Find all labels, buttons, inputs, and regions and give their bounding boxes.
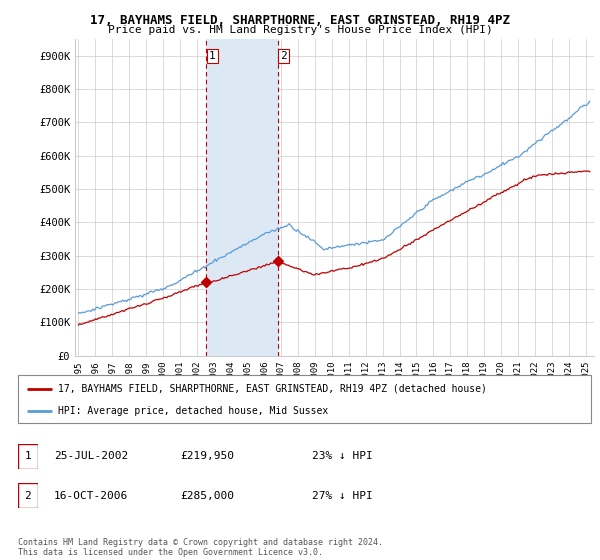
FancyBboxPatch shape [18, 444, 38, 469]
FancyBboxPatch shape [18, 375, 591, 423]
Text: 23% ↓ HPI: 23% ↓ HPI [312, 451, 373, 461]
FancyBboxPatch shape [18, 483, 38, 508]
Text: 1: 1 [25, 451, 31, 461]
Text: 1: 1 [209, 51, 215, 61]
Text: HPI: Average price, detached house, Mid Sussex: HPI: Average price, detached house, Mid … [58, 406, 328, 416]
Text: Contains HM Land Registry data © Crown copyright and database right 2024.
This d: Contains HM Land Registry data © Crown c… [18, 538, 383, 557]
Text: 17, BAYHAMS FIELD, SHARPTHORNE, EAST GRINSTEAD, RH19 4PZ: 17, BAYHAMS FIELD, SHARPTHORNE, EAST GRI… [90, 14, 510, 27]
Text: 16-OCT-2006: 16-OCT-2006 [54, 491, 128, 501]
Text: 25-JUL-2002: 25-JUL-2002 [54, 451, 128, 461]
Text: £285,000: £285,000 [180, 491, 234, 501]
Text: 2: 2 [25, 491, 31, 501]
Text: Price paid vs. HM Land Registry's House Price Index (HPI): Price paid vs. HM Land Registry's House … [107, 25, 493, 35]
Bar [206, 39, 278, 356]
Text: 17, BAYHAMS FIELD, SHARPTHORNE, EAST GRINSTEAD, RH19 4PZ (detached house): 17, BAYHAMS FIELD, SHARPTHORNE, EAST GRI… [58, 384, 487, 394]
Text: 2: 2 [280, 51, 287, 61]
Text: 27% ↓ HPI: 27% ↓ HPI [312, 491, 373, 501]
Text: £219,950: £219,950 [180, 451, 234, 461]
